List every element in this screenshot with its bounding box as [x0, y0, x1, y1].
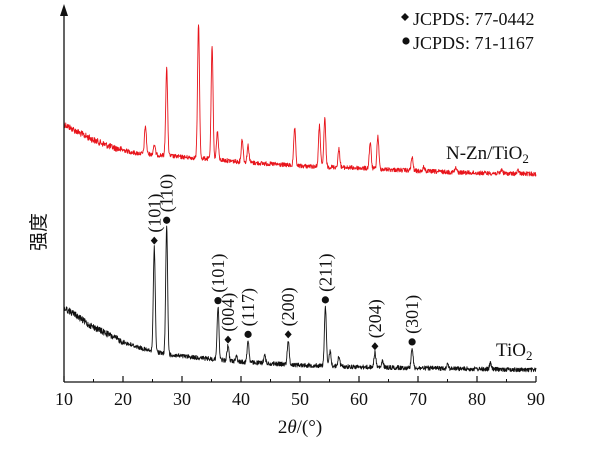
x-axis-label-var: θ	[287, 417, 296, 438]
series-label-0-main: N-Zn/TiO	[446, 143, 522, 164]
annotation-label-5: (200)	[278, 287, 299, 326]
annotation-diamond-0	[150, 236, 158, 245]
legend-item-0: JCPDS: 77-0442	[401, 9, 535, 29]
annotation-label-3: (004)	[218, 293, 239, 332]
annotation-label-0: (101)	[144, 194, 165, 233]
series-line-0	[63, 24, 537, 177]
x-tick-label-6: 70	[409, 389, 427, 409]
series-label-1-main: TiO	[496, 340, 526, 361]
x-tick-label-7: 80	[468, 389, 486, 409]
legend-circle-marker	[402, 37, 410, 45]
annotation-circle-2	[214, 297, 222, 305]
annotation-label-8: (301)	[402, 295, 423, 334]
annotation-label-7: (204)	[365, 299, 386, 338]
series-line-1	[63, 225, 537, 373]
legend: JCPDS: 77-0442 JCPDS: 71-1167	[401, 9, 535, 53]
annotation-label-1: (110)	[157, 174, 178, 212]
y-axis-arrow	[60, 4, 68, 16]
series-label-0: N-Zn/TiO2	[446, 143, 529, 166]
annotation-circle-8	[408, 338, 416, 346]
series-label-1-sub: 2	[526, 348, 533, 363]
x-tick-label-0: 10	[55, 389, 73, 409]
x-tick-label-5: 60	[350, 389, 368, 409]
y-axis-label: 强度	[28, 213, 50, 251]
legend-diamond-marker	[401, 13, 409, 21]
x-axis-label-prefix: 2	[278, 417, 288, 438]
annotation-circle-1	[163, 216, 171, 224]
series-label-1: TiO2	[496, 340, 532, 363]
annotation-label-4: (117)	[238, 288, 259, 326]
annotation-label-2: (101)	[208, 254, 229, 293]
x-tick-label-2: 30	[173, 389, 191, 409]
annotation-layer: (101)(110)(101)(004) (117) (200)(211)(204)…	[144, 174, 423, 351]
x-axis-label: 2θ/(°)	[278, 417, 322, 438]
x-tick-label-4: 50	[291, 389, 309, 409]
series-label-tio2: TiO2	[496, 340, 532, 363]
series-layer	[63, 24, 537, 373]
annotation-circle-4	[244, 330, 252, 338]
x-tick-label-8: 90	[527, 389, 545, 409]
legend-label-1: JCPDS: 71-1167	[413, 33, 534, 53]
legend-label-0: JCPDS: 77-0442	[413, 9, 535, 29]
legend-item-1: JCPDS: 71-1167	[402, 33, 534, 53]
annotation-diamond-3	[224, 335, 232, 344]
series-label-0-sub: 2	[522, 151, 529, 166]
annotation-label-6: (211)	[315, 254, 336, 292]
axes-layer: 10 20 30 40 50 60 70 80 90	[55, 4, 545, 409]
x-tick-label-1: 20	[114, 389, 132, 409]
annotation-diamond-5	[284, 330, 292, 339]
series-label-n-zn-tio2: N-Zn/TiO2	[446, 143, 529, 166]
annotation-diamond-7	[371, 342, 379, 351]
x-tick-label-3: 40	[232, 389, 250, 409]
x-axis-label-unit: /(°)	[297, 417, 323, 438]
annotation-circle-6	[321, 296, 329, 304]
